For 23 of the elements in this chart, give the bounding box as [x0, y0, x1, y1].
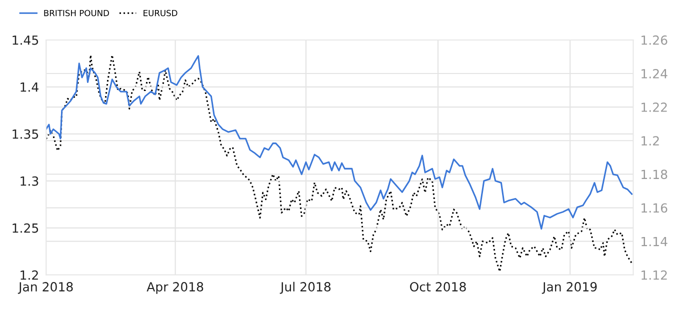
- x-tick-label: Jan 2018: [18, 282, 73, 294]
- y-tick-label: 1.2: [20, 270, 38, 280]
- y-tick-label: 1.3: [20, 176, 38, 186]
- y2-tick-label: 1.14: [642, 236, 668, 246]
- line-series: [46, 54, 633, 272]
- y2-tick-label: 1.24: [642, 68, 668, 78]
- x-tick-label: Apr 2018: [146, 282, 204, 294]
- x-tick-label: Oct 2018: [410, 282, 466, 292]
- y2-tick-label: 1.16: [642, 203, 668, 213]
- x-tick-label: Jan 2019: [542, 282, 597, 294]
- y2-tick-label: 1.12: [642, 270, 667, 280]
- line-series: [46, 55, 633, 230]
- legend-label: BRITISH POUND: [44, 10, 109, 16]
- y-tick-label: 1.35: [12, 129, 38, 139]
- legend-label: EURUSD: [144, 10, 178, 16]
- y-tick-label: 1.25: [12, 223, 38, 233]
- y2-tick-label: 1.18: [642, 170, 668, 180]
- y-tick-label: 1.45: [12, 36, 38, 45]
- y2-tick-label: 1.26: [642, 35, 668, 45]
- y-tick-label: 1.4: [20, 82, 38, 92]
- y2-tick-label: 1.2: [642, 136, 659, 146]
- x-tick-label: Jul 2018: [280, 282, 331, 294]
- y2-tick-label: 1.22: [642, 102, 667, 112]
